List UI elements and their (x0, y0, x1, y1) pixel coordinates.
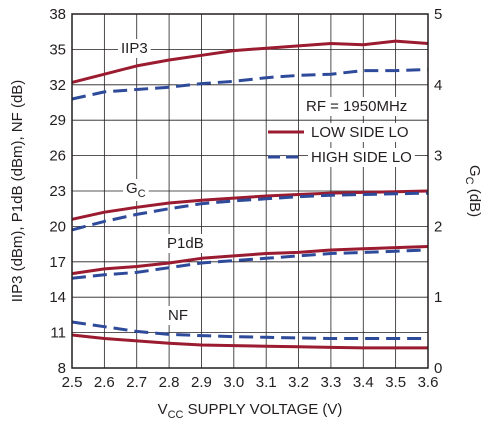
p1db-curve-label: P1dB (167, 235, 204, 252)
y-right-tick-label: 1 (434, 289, 442, 306)
y-left-tick-label: 35 (49, 41, 66, 58)
series-line-nf-high (71, 320, 428, 340)
series-line-p1db-low (71, 245, 429, 276)
y-right-tick-label: 5 (434, 6, 442, 23)
label-background (308, 123, 412, 142)
plot-frame (71, 13, 429, 369)
y-right-tick-label: 2 (434, 218, 442, 235)
y-left-tick-label: 14 (49, 289, 66, 306)
x-tick-label: 2.9 (191, 374, 212, 391)
gc-curve-label: GC (126, 180, 146, 200)
x-tick-label: 3.5 (385, 374, 406, 391)
y-left-tick-label: 29 (49, 112, 66, 129)
x-tick-label: 3.4 (353, 374, 374, 391)
series-layer (71, 39, 429, 350)
series-line-gc-high (71, 191, 429, 232)
x-tick-label: 2.8 (159, 374, 180, 391)
nf-curve-label: NF (168, 307, 188, 324)
label-background (303, 97, 411, 116)
y-left-tick-label: 23 (49, 183, 66, 200)
series-line-p1db-high (71, 248, 429, 280)
series-line-gc-low (71, 189, 429, 221)
label-background (165, 306, 191, 325)
x-tick-label: 2.6 (94, 374, 115, 391)
x-tick-label: 3.0 (223, 374, 244, 391)
label-background (123, 179, 149, 201)
label-background (308, 148, 415, 167)
y-left-axis-title: IIP3 (dBm), P1dB (dBm), NF (dB) (9, 80, 26, 303)
y-right-axis-title: GC (dB) (463, 165, 483, 217)
y-left-tick-label: 17 (49, 254, 66, 271)
x-tick-label: 3.3 (320, 374, 341, 391)
tick-labels: 2.5 2.6 2.7 2.8 2.9 3.0 3.1 3.2 3.3 3.4 3.5 3.68111… (49, 6, 442, 391)
y-left-tick-label: 11 (50, 325, 66, 342)
y-right-tick-label: 0 (434, 360, 442, 377)
x-tick-label: 3.6 (418, 374, 439, 391)
x-tick-label: 2.7 (126, 374, 147, 391)
series-line-iip3-low (71, 39, 429, 84)
y-left-tick-label: 20 (49, 218, 66, 235)
grid (72, 14, 428, 368)
x-tick-label: 2.5 (62, 374, 83, 391)
iip3-curve-label: IIP3 (121, 40, 148, 57)
label-background (118, 39, 151, 58)
x-tick-label: 3.1 (256, 374, 277, 391)
y-left-tick-label: 26 (49, 148, 66, 165)
x-axis-title: VCC SUPPLY VOLTAGE (V) (158, 401, 343, 421)
y-right-tick-label: 4 (434, 77, 442, 94)
legend-label-high-side-lo: HIGH SIDE LO (311, 149, 412, 166)
x-tick-label: 3.2 (288, 374, 309, 391)
y-right-tick-label: 3 (434, 148, 442, 165)
legend-label-low-side-lo: LOW SIDE LO (311, 124, 409, 141)
y-left-tick-label: 32 (49, 77, 66, 94)
rf-frequency-annotation: RF = 1950MHz (306, 98, 407, 115)
annotations: IIP3 GC P1dB NF RF = 1950MHz LOW SIDE LO… (118, 39, 415, 325)
label-background (164, 234, 207, 253)
y-left-tick-label: 8 (58, 360, 66, 377)
series-line-iip3-high (71, 68, 429, 101)
series-line-nf-low (71, 333, 428, 350)
y-left-tick-label: 38 (49, 6, 66, 23)
